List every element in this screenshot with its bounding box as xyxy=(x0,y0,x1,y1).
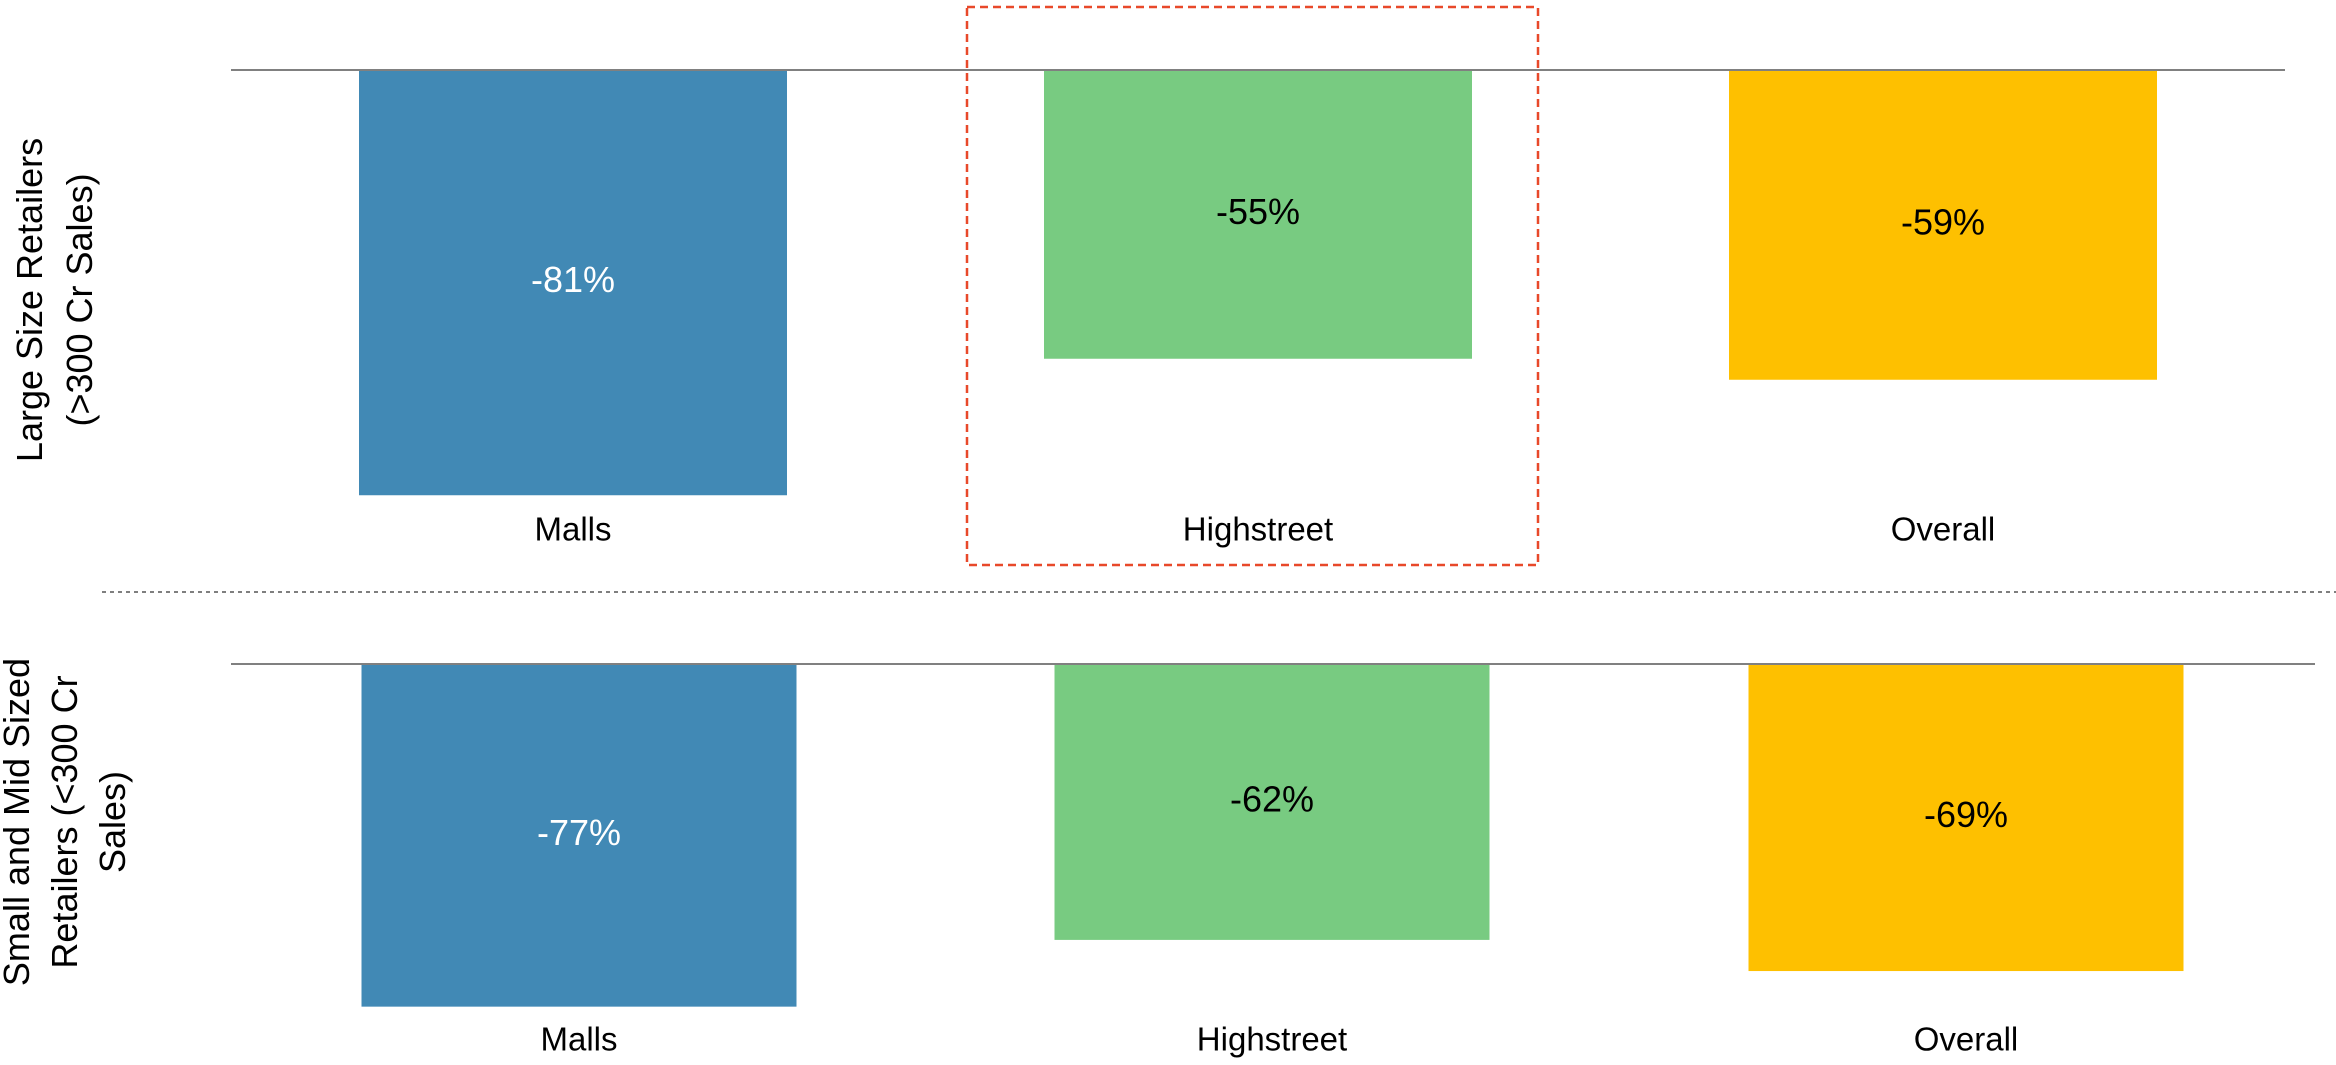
small-mid-retailers-y-axis-label-line: Retailers (<300 Cr xyxy=(44,675,85,968)
small-mid-retailers-data-label-highstreet: -62% xyxy=(1230,778,1314,819)
highstreet-highlight-box xyxy=(965,5,1540,567)
large-retailers-data-label-highstreet: -55% xyxy=(1216,191,1300,232)
small-mid-retailers-category-label-highstreet: Highstreet xyxy=(1197,1021,1347,1058)
large-retailers-y-axis-label-line: (>300 Cr Sales) xyxy=(59,173,100,426)
small-mid-retailers-category-label-malls: Malls xyxy=(540,1021,617,1058)
small-mid-retailers-y-axis-label-line: Small and Mid Sized xyxy=(0,658,37,986)
small-mid-retailers-y-axis-label-line: Sales) xyxy=(92,771,133,873)
large-retailers-bar-overall xyxy=(1729,70,2157,380)
small-mid-retailers-y-axis-label: Small and Mid Sized Retailers (<300 Cr Sal… xyxy=(0,658,133,986)
large-retailers-bar-highstreet xyxy=(1044,70,1472,359)
large-retailers-data-label-malls: -81% xyxy=(531,259,615,300)
small-mid-retailers-bar-malls xyxy=(361,664,797,1007)
small-mid-retailers-bar-highstreet xyxy=(1054,664,1490,940)
small-mid-retailers-data-label-overall: -69% xyxy=(1924,794,2008,835)
large-retailers-category-label-overall: Overall xyxy=(1891,511,1996,548)
small-mid-retailers-category-label-overall: Overall xyxy=(1914,1021,2019,1058)
small-mid-retailers-data-label-malls: -77% xyxy=(537,812,621,853)
large-retailers-data-label-overall: -59% xyxy=(1901,201,1985,242)
large-retailers-category-label-malls: Malls xyxy=(534,511,611,548)
large-retailers-y-axis-label-line: Large Size Retailers xyxy=(9,138,50,462)
small-mid-retailers-bar-overall xyxy=(1748,664,2184,972)
large-retailers-bar-malls xyxy=(359,70,787,496)
large-retailers-category-label-highstreet: Highstreet xyxy=(1183,511,1333,548)
large-retailers-y-axis-label: Large Size Retailers (>300 Cr Sales) xyxy=(9,138,100,462)
